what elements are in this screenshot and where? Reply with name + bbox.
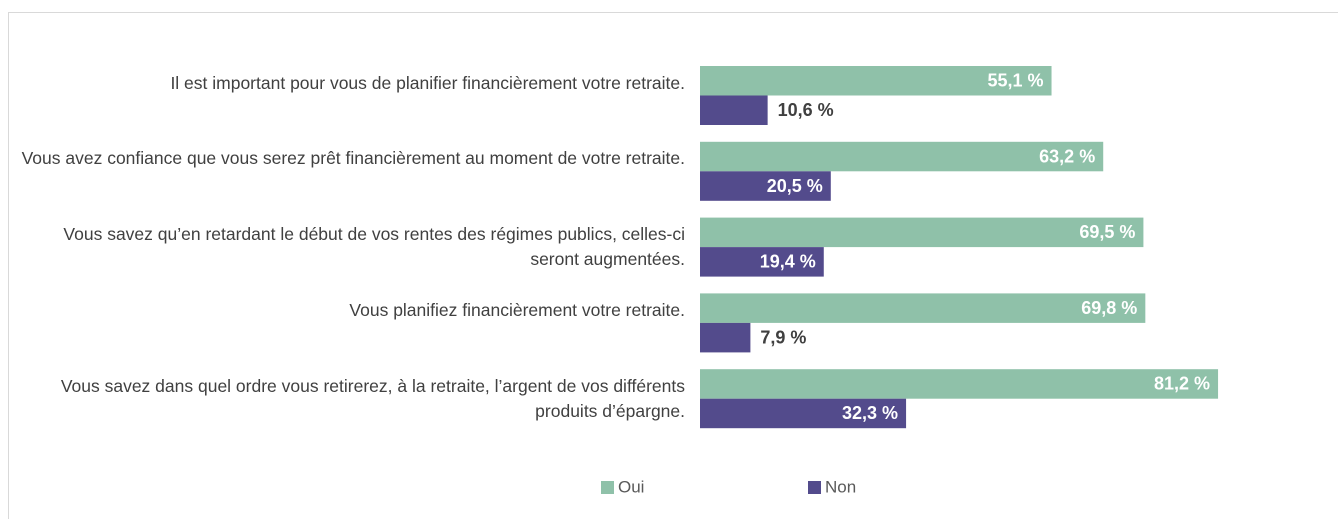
bar [700,247,824,277]
category-label: Vous savez qu’en retardant le début de v… [63,224,685,270]
bar [700,293,1146,323]
value-label: 19,4 % [760,252,816,272]
bar [700,171,831,201]
bar [700,217,1144,248]
bar [700,66,1052,96]
bar [700,369,1219,399]
legend-swatch [808,481,821,494]
legend-swatch [601,481,614,494]
value-label: 81,2 % [1154,374,1210,394]
value-label: 69,8 % [1081,298,1137,318]
value-label: 55,1 % [987,71,1043,91]
value-label: 32,3 % [842,403,898,423]
value-label: 69,5 % [1079,222,1135,242]
bar [700,141,1104,172]
bar [700,398,907,429]
value-label: 7,9 % [760,327,806,347]
bar [700,95,768,125]
chart-frame [8,12,1338,519]
legend-label: Oui [618,477,644,496]
category-label: Vous planifiez financièrement votre retr… [349,299,685,320]
value-label: 10,6 % [778,100,834,120]
bar [700,322,751,353]
category-label: Vous avez confiance que vous serez prêt … [21,148,685,169]
category-label: Vous savez dans quel ordre vous retirere… [60,375,685,421]
value-label: 63,2 % [1039,146,1095,166]
legend-label: Non [825,477,856,496]
value-label: 20,5 % [767,176,823,196]
category-label: Il est important pour vous de planifier … [170,72,685,93]
